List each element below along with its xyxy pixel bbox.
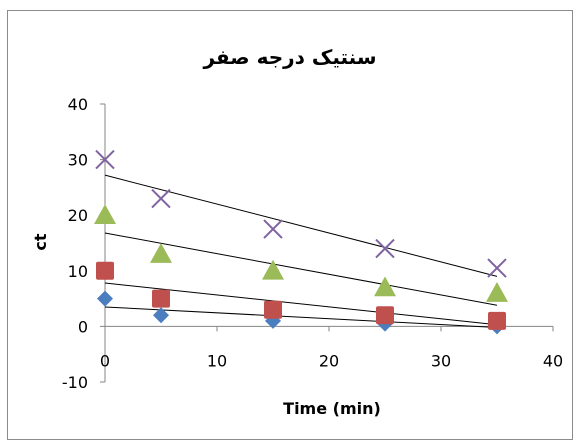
x-axis-label: Time (min)	[283, 399, 381, 418]
chart-frame	[7, 10, 573, 440]
data-point-triangle	[486, 282, 508, 302]
y-axis-label: ct	[31, 233, 50, 250]
data-point-diamond	[97, 290, 113, 307]
data-point-x	[95, 149, 115, 170]
y-tick-label: 40	[68, 95, 88, 114]
x-tick-label: 0	[100, 351, 110, 370]
y-tick-label: 30	[68, 151, 88, 170]
x-tick-label: 10	[207, 351, 227, 370]
data-point-triangle	[374, 276, 396, 297]
trendline-square	[104, 282, 498, 326]
x-tick-label: 40	[543, 351, 563, 370]
data-point-diamond	[153, 307, 169, 324]
trendline-x	[104, 174, 498, 277]
data-point-square	[152, 289, 170, 308]
data-point-triangle	[94, 204, 116, 224]
y-tick-label: 0	[78, 317, 88, 336]
trendlines	[104, 174, 498, 329]
y-tick-label: 10	[68, 262, 88, 281]
y-tick-label: 20	[68, 206, 88, 225]
tick-labels: -10 0 10 20 30 40 0 10 20 30 40	[62, 95, 563, 392]
data-point-x	[151, 188, 171, 209]
data-point-triangle	[262, 259, 284, 280]
data-point-square	[488, 311, 506, 330]
data-point-x	[375, 238, 395, 259]
data-points	[94, 149, 508, 335]
data-point-square	[264, 300, 282, 319]
axes	[100, 103, 554, 383]
x-tick-label: 20	[319, 351, 339, 370]
data-point-square	[376, 306, 394, 325]
y-tick-label: -10	[62, 373, 88, 392]
trendline-diamond	[104, 306, 498, 329]
data-point-x	[263, 219, 283, 239]
chart-title: سنتیک درجه صفر	[202, 45, 376, 69]
data-point-square	[96, 261, 114, 280]
data-point-x	[487, 258, 507, 278]
data-point-triangle	[150, 243, 172, 263]
trendline-triangle	[104, 232, 498, 306]
x-tick-label: 30	[431, 351, 451, 370]
